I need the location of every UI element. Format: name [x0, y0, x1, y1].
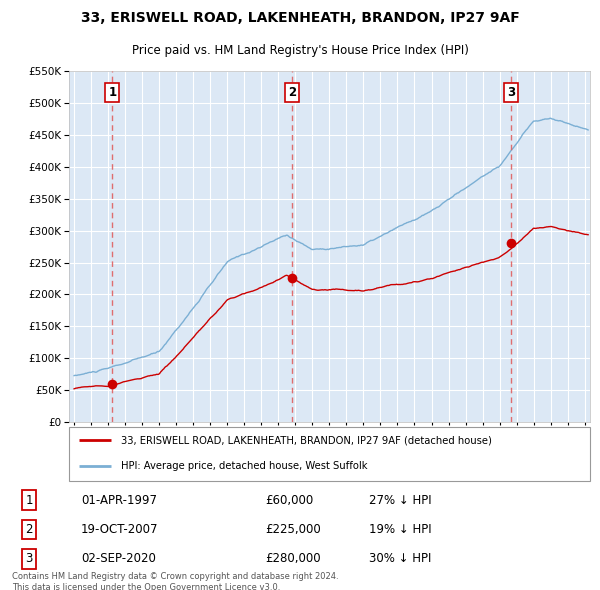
Text: Contains HM Land Registry data © Crown copyright and database right 2024.
This d: Contains HM Land Registry data © Crown c… [12, 572, 338, 590]
Text: £60,000: £60,000 [265, 494, 314, 507]
Text: 01-APR-1997: 01-APR-1997 [81, 494, 157, 507]
Text: 1: 1 [26, 494, 33, 507]
Text: Price paid vs. HM Land Registry's House Price Index (HPI): Price paid vs. HM Land Registry's House … [131, 44, 469, 57]
Text: 02-SEP-2020: 02-SEP-2020 [81, 552, 156, 565]
Text: 3: 3 [507, 86, 515, 99]
Text: 1: 1 [109, 86, 116, 99]
Text: 27% ↓ HPI: 27% ↓ HPI [369, 494, 432, 507]
Text: HPI: Average price, detached house, West Suffolk: HPI: Average price, detached house, West… [121, 461, 368, 471]
Text: 30% ↓ HPI: 30% ↓ HPI [369, 552, 431, 565]
Text: 2: 2 [26, 523, 33, 536]
Text: 33, ERISWELL ROAD, LAKENHEATH, BRANDON, IP27 9AF: 33, ERISWELL ROAD, LAKENHEATH, BRANDON, … [80, 11, 520, 25]
FancyBboxPatch shape [69, 427, 590, 481]
Text: 33, ERISWELL ROAD, LAKENHEATH, BRANDON, IP27 9AF (detached house): 33, ERISWELL ROAD, LAKENHEATH, BRANDON, … [121, 435, 492, 445]
Text: 2: 2 [288, 86, 296, 99]
Text: £280,000: £280,000 [265, 552, 321, 565]
Text: 19% ↓ HPI: 19% ↓ HPI [369, 523, 432, 536]
Text: 19-OCT-2007: 19-OCT-2007 [81, 523, 158, 536]
Text: 3: 3 [26, 552, 33, 565]
Text: £225,000: £225,000 [265, 523, 321, 536]
